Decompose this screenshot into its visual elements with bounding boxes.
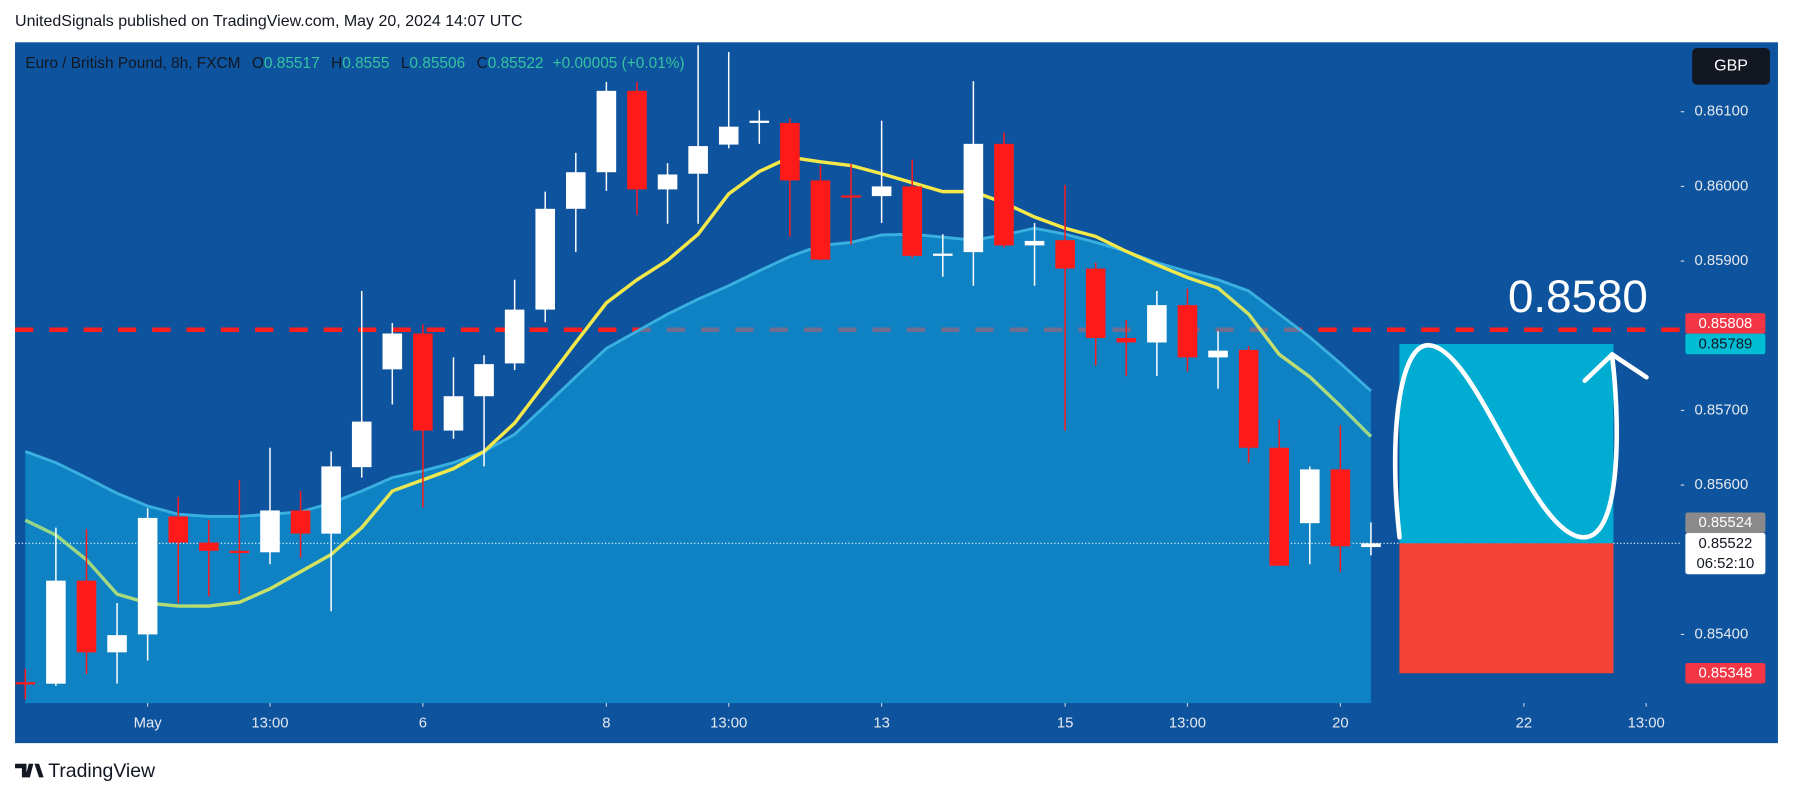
candle-body xyxy=(15,682,36,685)
candle-body xyxy=(963,143,984,253)
candle-body xyxy=(933,253,953,256)
ohlc-letter: C xyxy=(477,55,488,72)
symbol-title: Euro / British Pound, 8h, FXCM xyxy=(25,55,240,72)
candle-body xyxy=(351,421,372,468)
candle-body xyxy=(76,580,97,653)
candle-body xyxy=(137,517,158,635)
price-label: 0.85522 xyxy=(1699,536,1753,552)
price-label-box xyxy=(1685,512,1766,534)
candle-body xyxy=(443,396,464,431)
y-tick-label: 0.85900 xyxy=(1695,253,1749,269)
candle-body xyxy=(1024,240,1045,246)
currency-button[interactable] xyxy=(1692,48,1770,85)
candle-body xyxy=(657,174,678,190)
candle-body xyxy=(1299,469,1320,524)
x-tick-label: 20 xyxy=(1332,716,1349,732)
candle-body xyxy=(841,195,861,198)
footer-logo: TradingView xyxy=(15,760,156,782)
candle-body xyxy=(780,122,800,181)
price-label-box xyxy=(1685,313,1766,334)
candle-body xyxy=(474,364,494,397)
plot-area: 0.8580 0.86100 0.86000 0.85900 0.85700 0.8560… xyxy=(15,45,1766,732)
candle-body xyxy=(810,180,831,260)
candle-body xyxy=(994,143,1014,246)
y-tick-label: 0.85700 xyxy=(1695,402,1749,418)
candle-body xyxy=(902,186,922,256)
candle-body xyxy=(596,90,617,173)
candle-body xyxy=(1116,337,1137,343)
change-value: +0.00005 (+0.01%) xyxy=(553,55,685,72)
currency-label[interactable]: GBP xyxy=(1714,58,1748,75)
publish-header: UnitedSignals published on TradingView.c… xyxy=(15,13,523,30)
candle-body xyxy=(382,333,403,370)
y-tick-label: 0.85400 xyxy=(1695,626,1749,642)
candle-body xyxy=(199,542,219,551)
x-tick-label: 22 xyxy=(1516,716,1533,732)
logo-icon xyxy=(15,763,44,778)
price-label: 0.85524 xyxy=(1699,515,1753,531)
y-tick-label: 0.86000 xyxy=(1695,178,1749,194)
ohlc-letter: O xyxy=(252,55,264,72)
price-label: 0.85789 xyxy=(1699,336,1753,352)
logo-text: TradingView xyxy=(48,760,156,782)
candle-body xyxy=(260,510,280,553)
candle-body xyxy=(688,146,708,174)
candle-body xyxy=(229,550,250,554)
candle-body xyxy=(718,126,739,145)
candle-body xyxy=(1147,305,1167,343)
ohlc-letter: H xyxy=(331,55,342,72)
x-tick-label: 13:00 xyxy=(1169,716,1206,732)
ohlc-value: 0.8555 xyxy=(342,55,389,72)
x-tick-label: 6 xyxy=(419,716,427,732)
candle-body xyxy=(107,635,127,653)
y-tick-label: 0.85600 xyxy=(1695,477,1749,493)
countdown-label: 06:52:10 xyxy=(1696,556,1754,572)
price-label-box xyxy=(1685,333,1766,355)
candle-body xyxy=(1269,447,1289,566)
annotation: 0.8580 xyxy=(1508,271,1648,322)
candle-body xyxy=(1208,350,1228,358)
x-tick-label: 13 xyxy=(873,716,890,732)
candle-body xyxy=(627,90,647,190)
candle-body xyxy=(46,580,66,684)
price-label: 0.85348 xyxy=(1699,666,1753,682)
y-tick-label: 0.86100 xyxy=(1695,104,1749,120)
candle-body xyxy=(504,309,525,364)
x-tick-label: 15 xyxy=(1057,716,1074,732)
candle-body xyxy=(290,510,311,534)
candle-body xyxy=(1361,543,1381,548)
price-label-box xyxy=(1685,662,1766,684)
x-tick-label: 13:00 xyxy=(1628,716,1665,732)
ohlc-value: 0.85517 xyxy=(264,55,320,72)
x-tick-label: 8 xyxy=(602,716,610,732)
candle-body xyxy=(168,516,189,543)
candle-body xyxy=(871,186,892,197)
x-tick-label: May xyxy=(134,716,163,732)
moving-average xyxy=(24,155,1373,608)
stop-zone xyxy=(1399,543,1614,674)
candle-body xyxy=(1177,305,1198,358)
ohlc-letter: L xyxy=(401,55,410,72)
candle-body xyxy=(566,172,586,209)
candle-body xyxy=(749,120,770,123)
price-label: 0.85808 xyxy=(1699,316,1753,332)
candle-body xyxy=(1055,240,1075,269)
candle-body xyxy=(1085,268,1106,338)
x-tick-label: 13:00 xyxy=(251,716,288,732)
price-label-box xyxy=(1685,533,1766,575)
ohlc-value: 0.85522 xyxy=(488,55,544,72)
drawn-arrow xyxy=(1582,352,1649,383)
x-tick-label: 13:00 xyxy=(710,716,747,732)
candle-body xyxy=(1238,349,1259,448)
candle-body xyxy=(1330,469,1351,547)
ohlc-value: 0.85506 xyxy=(409,55,465,72)
drawn-curve xyxy=(1392,342,1620,540)
candle-body xyxy=(413,333,433,431)
band-area xyxy=(25,228,1371,704)
legend: Euro / British Pound, 8h, FXCM O0.85517 H0… xyxy=(25,55,684,72)
candle-body xyxy=(535,208,556,310)
candle-body xyxy=(321,466,341,534)
